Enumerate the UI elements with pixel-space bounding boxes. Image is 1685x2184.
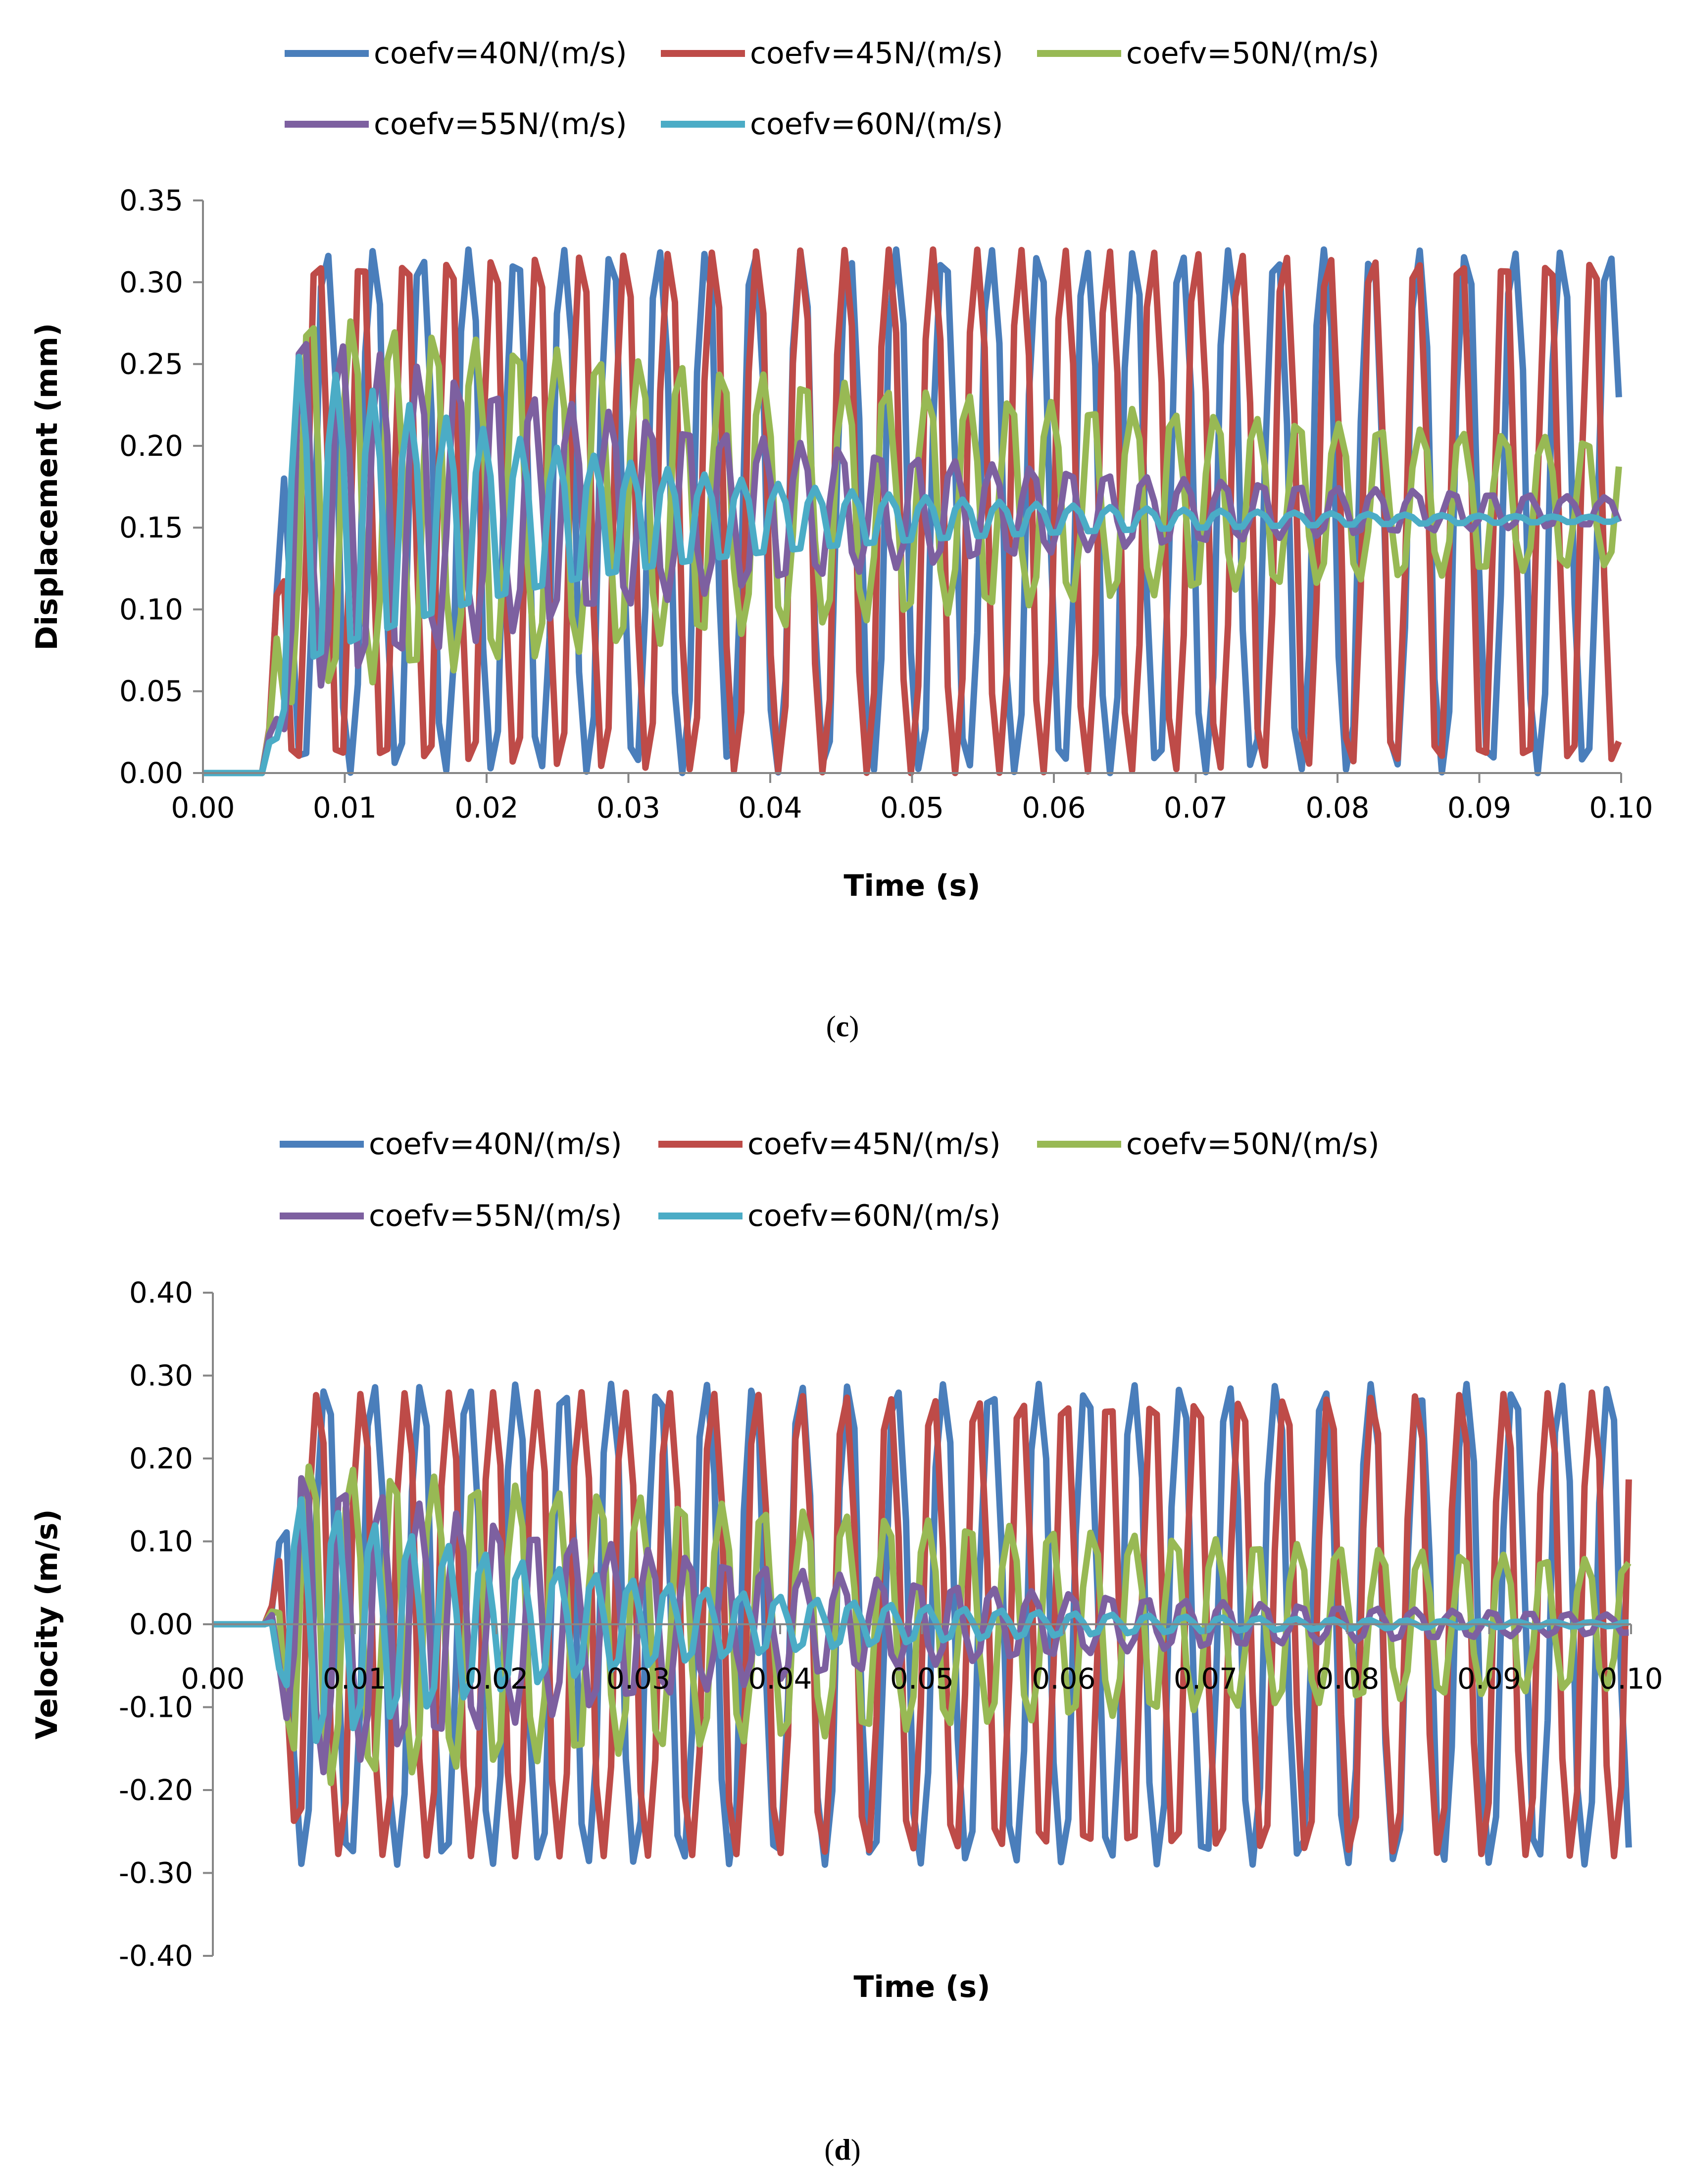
legend-label-2: coefv=45N/(m/s) [747,1127,1001,1162]
x-tick-label: 0.00 [171,791,235,825]
velocity-chart: coefv=40N/(m/s) coefv=45N/(m/s) coefv=50N/… [30,1127,1663,2004]
caption-d-open: ( [824,2134,835,2166]
caption-c-open: ( [826,1010,836,1043]
x-tick-label: 0.05 [880,791,944,825]
x-tick-label: 0.03 [606,1662,670,1696]
x-tick-label: 0.09 [1457,1662,1521,1696]
y-tick-label: 0.00 [129,1607,193,1641]
series-line-3 [213,1463,1632,1787]
x-tick-label: 0.07 [1174,1662,1238,1696]
caption-c-letter: c [836,1010,849,1043]
y-tick-label: -0.20 [119,1773,193,1807]
series-line-2 [213,1389,1632,1860]
y-axis-title: Displacement (mm) [30,323,64,651]
legend-label-5: coefv=60N/(m/s) [750,107,1003,142]
legend-label-3: coefv=50N/(m/s) [1126,1127,1380,1162]
caption-d: (d) [0,2133,1685,2167]
series-line-5 [203,353,1621,777]
x-tick-label: 0.06 [1022,791,1086,825]
y-tick-label: 0.15 [119,511,183,544]
y-tick-label: 0.30 [129,1359,193,1393]
x-tick-label: 0.08 [1315,1662,1379,1696]
x-tick-label: 0.03 [596,791,660,825]
x-axis-title: Time (s) [853,1970,990,2004]
y-tick-label: -0.30 [119,1856,193,1890]
displacement-chart: coefv=40N/(m/s) coefv=45N/(m/s) coefv=50N/… [30,36,1653,903]
y-tick-label: 0.30 [119,265,183,299]
x-tick-label: 0.07 [1164,791,1228,825]
series-line-5 [213,1496,1629,1745]
y-axis-title: Velocity (m/s) [30,1509,64,1739]
series-line-4 [203,341,1622,777]
y-tick-label: 0.20 [119,429,183,463]
legend-label-4: coefv=55N/(m/s) [374,107,627,142]
caption-d-letter: d [834,2134,851,2166]
legend-label-4: coefv=55N/(m/s) [369,1199,622,1233]
y-tick-label: 0.10 [129,1525,193,1558]
x-tick-label: 0.04 [738,791,802,825]
legend-label-3: coefv=50N/(m/s) [1126,36,1380,71]
x-tick-label: 0.01 [323,1662,387,1696]
legend-label-1: coefv=40N/(m/s) [369,1127,622,1162]
x-tick-label: 0.02 [454,791,518,825]
series-line-4 [213,1475,1629,1776]
x-tick-label: 0.06 [1032,1662,1095,1696]
legend-label-5: coefv=60N/(m/s) [747,1199,1001,1233]
caption-c: (c) [0,1010,1685,1044]
y-tick-label: -0.40 [119,1939,193,1973]
legend-label-2: coefv=45N/(m/s) [750,36,1003,71]
y-tick-label: 0.10 [119,592,183,626]
x-tick-label: 0.01 [313,791,377,825]
legend-label-1: coefv=40N/(m/s) [374,36,627,71]
y-tick-label: 0.40 [129,1276,193,1310]
caption-d-close: ) [850,2134,861,2166]
series-line-1 [213,1380,1632,1868]
y-tick-label: 0.05 [119,675,183,708]
x-tick-label: 0.05 [890,1662,954,1696]
series-line-3 [203,318,1622,777]
y-tick-label: 0.25 [119,347,183,381]
caption-c-close: ) [849,1010,859,1043]
x-tick-label: 0.10 [1599,1662,1663,1696]
y-tick-label: -0.10 [119,1691,193,1724]
x-tick-label: 0.09 [1447,791,1511,825]
x-tick-label: 0.04 [748,1662,812,1696]
x-axis-title: Time (s) [843,869,980,903]
y-tick-label: 0.35 [119,184,183,217]
x-tick-label: 0.10 [1589,791,1653,825]
y-tick-label: 0.00 [119,756,183,790]
x-tick-label: 0.08 [1305,791,1369,825]
x-tick-label: 0.02 [464,1662,528,1696]
x-tick-label: 0.00 [181,1662,245,1696]
y-tick-label: 0.20 [129,1442,193,1475]
